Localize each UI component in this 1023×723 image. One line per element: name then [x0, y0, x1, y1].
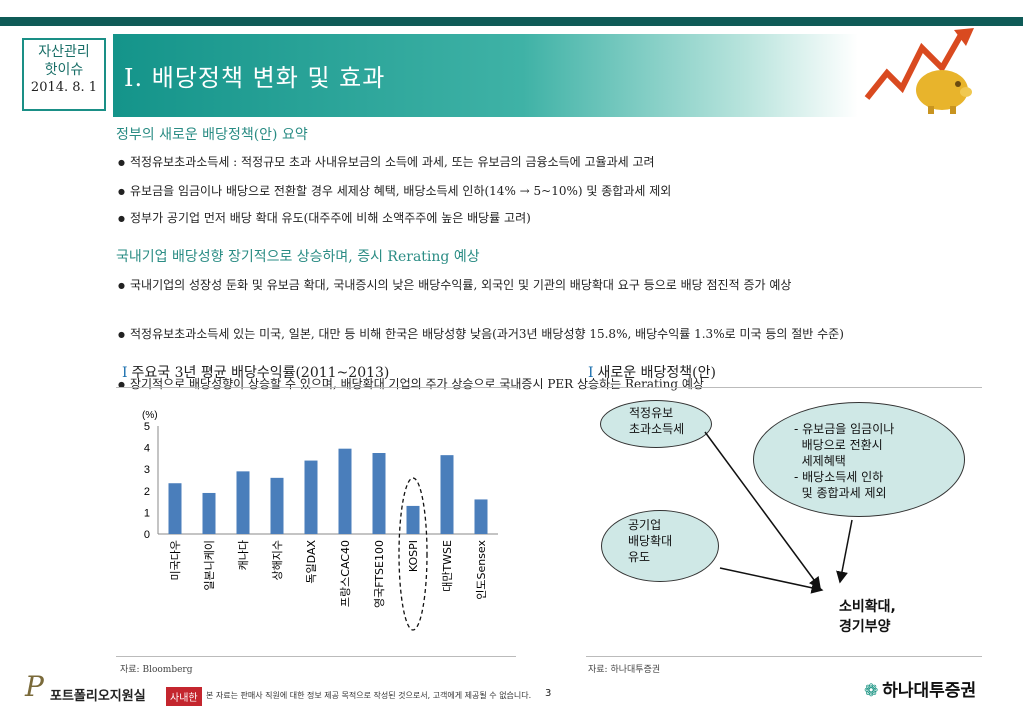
right-chart-source: 자료: 하나대투증권 — [588, 665, 661, 675]
company-name: 하나대투증권 — [882, 681, 977, 701]
y-tick-label: 5 — [144, 421, 150, 433]
left-chart-rule — [116, 387, 516, 388]
kospi-highlight-ellipse — [398, 477, 428, 631]
x-tick-label: 대만TWSE — [441, 540, 454, 592]
y-tick-label: 0 — [144, 529, 150, 541]
right-chart-rule — [586, 387, 982, 388]
section2-bullet-1: 국내기업의 성장성 둔화 및 유보금 확대, 국내증시의 낮은 배당수익률, 외… — [118, 275, 975, 296]
piggy-bank-growth-icon — [864, 28, 974, 114]
x-tick-label: KOSPI — [407, 540, 420, 572]
bubble-tax-benefits-text: - 유보금을 임금이나 배당으로 전환시 세제혜택 - 배당소득세 인하 및 종… — [794, 422, 895, 500]
y-tick-label: 3 — [144, 464, 150, 476]
bubble-tax-benefits: - 유보금을 임금이나 배당으로 전환시 세제혜택 - 배당소득세 인하 및 종… — [753, 402, 965, 517]
left-chart-source: 자료: Bloomberg — [120, 665, 193, 675]
report-date: 2014. 8. 1 — [30, 80, 98, 95]
arrow-from-tax — [704, 431, 821, 590]
x-tick-label: 독일DAX — [304, 540, 318, 584]
dividend-yield-bar-chart: (%) 0 1 2 3 4 5 미국다우 일본니케이 캐나다 상해지수 독일DAX 프랑스CAC40 영국… — [142, 410, 498, 631]
company-logo: ❁ 하나대투증권 — [864, 676, 976, 701]
x-tick-label: 상해지수 — [270, 540, 284, 580]
category-line1: 자산관리 — [38, 44, 90, 60]
bar-미국다우 — [168, 483, 182, 534]
department-brand: 포트폴리오지원실 — [50, 689, 146, 704]
side-category-label: 자산관리 핫이슈 2014. 8. 1 — [22, 38, 106, 111]
left-footer-rule — [116, 656, 516, 657]
section1-bullet-1: 적정유보초과소득세 : 적정규모 초과 사내유보금의 소득에 과세, 또는 유보… — [118, 152, 655, 173]
bar-상해지수 — [270, 477, 284, 534]
y-tick-label: 2 — [144, 486, 150, 498]
right-chart-title: I 새로운 배당정책(안) — [588, 362, 716, 382]
bar-캐나다 — [236, 471, 250, 534]
internal-use-badge: 사내한 — [166, 687, 202, 706]
bubble-public-enterprise: 공기업 배당확대 유도 — [601, 510, 719, 582]
section1-bullet-2: 유보금을 임금이나 배당으로 전환할 경우 세제상 혜택, 배당소득세 인하(1… — [118, 181, 671, 202]
bar-영국FTSE100 — [372, 453, 386, 534]
result-consumption-growth: 소비확대, 경기부양 — [839, 599, 896, 635]
section2-bullet-2: 적정유보초과소득세 있는 미국, 일본, 대만 등 비해 한국은 배당성향 낮음… — [118, 324, 975, 345]
left-chart-title: I 주요국 3년 평균 배당수익률(2011~2013) — [122, 362, 389, 382]
bar-대만TWSE — [440, 455, 454, 534]
flow-arrows — [704, 431, 853, 594]
arrow-from-benefits — [836, 519, 853, 584]
x-tick-label: 캐나다 — [237, 540, 250, 570]
y-axis-label: (%) — [142, 410, 158, 421]
section1-bullet-3: 정부가 공기업 먼저 배당 확대 유도(대주주에 비해 소액주주에 높은 배당률… — [118, 208, 531, 229]
bar-독일DAX — [304, 460, 318, 534]
category-line2: 핫이슈 — [44, 62, 84, 78]
x-tick-label: 일본니케이 — [202, 540, 216, 591]
bar-KOSPI — [406, 505, 420, 534]
bar-프랑스CAC40 — [338, 448, 352, 534]
y-tick-label: 4 — [144, 443, 150, 455]
disclaimer-text: 본 자료는 판매사 직원에 대한 정보 제공 목적으로 작성된 것으로서, 고객… — [206, 691, 532, 700]
section1-heading: 정부의 새로운 배당정책(안) 요약 — [116, 127, 308, 143]
title-mark: I — [122, 365, 128, 381]
page-title: I. 배당정책 변화 및 효과 — [124, 64, 386, 92]
title-mark: I — [588, 365, 594, 381]
arrow-from-public — [719, 567, 824, 594]
left-chart-title-text: 주요국 3년 평균 배당수익률(2011~2013) — [131, 365, 390, 381]
bubble-retained-earnings-tax: 적정유보 초과소득세 — [600, 400, 712, 448]
x-tick-label: 인도Sensex — [475, 540, 488, 600]
portfolio-logo-icon: P — [25, 670, 44, 703]
right-footer-rule — [586, 656, 982, 657]
bubble-retained-earnings-tax-text: 적정유보 초과소득세 — [629, 406, 685, 436]
x-tick-label: 프랑스CAC40 — [339, 540, 352, 607]
hana-tree-icon: ❁ — [864, 681, 879, 701]
x-tick-label: 영국FTSE100 — [373, 540, 386, 608]
bar-일본니케이 — [202, 492, 216, 534]
title-band — [113, 34, 858, 117]
x-tick-label: 미국다우 — [169, 540, 182, 580]
bubble-public-enterprise-text: 공기업 배당확대 유도 — [628, 518, 673, 564]
section2-heading: 국내기업 배당성향 장기적으로 상승하며, 증시 Rerating 예상 — [116, 249, 480, 265]
right-chart-title-text: 새로운 배당정책(안) — [597, 365, 716, 381]
y-tick-label: 1 — [144, 507, 150, 519]
top-accent-bar — [0, 17, 1023, 26]
bar-인도Sensex — [474, 499, 488, 534]
page-number: 3 — [545, 688, 552, 699]
